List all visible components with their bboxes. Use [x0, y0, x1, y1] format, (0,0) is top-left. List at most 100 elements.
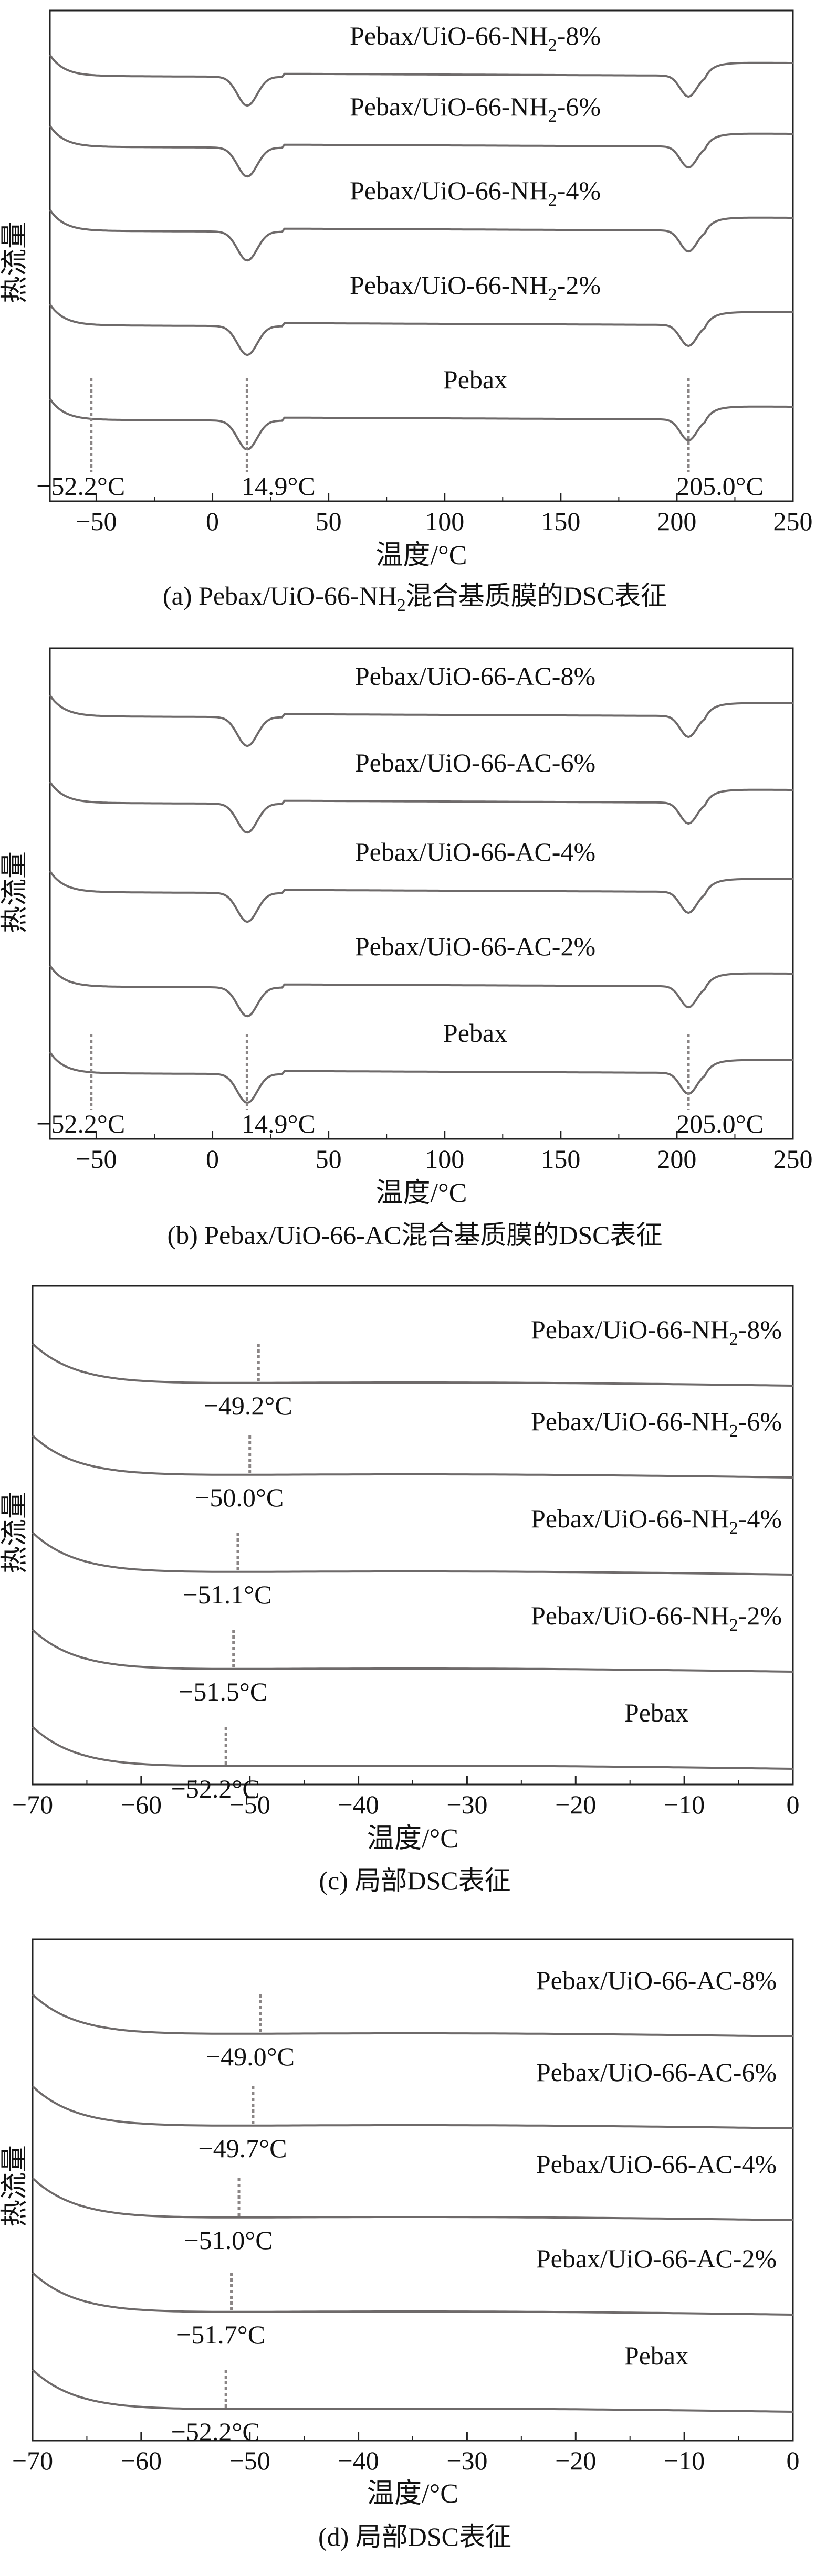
dsc-curve [32, 2369, 793, 2413]
series-label-sub: 2 [548, 107, 557, 126]
series-label: Pebax/UiO-66-AC-2% [355, 932, 595, 961]
series-label: Pebax/UiO-66-AC-6% [536, 2057, 777, 2087]
tg-label: −49.7°C [198, 2134, 287, 2163]
series-label: Pebax/UiO-66-NH2-6% [350, 92, 601, 126]
series-label-main: Pebax/UiO-66-NH [531, 1601, 729, 1630]
series-label-main: Pebax/UiO-66-AC-6% [355, 748, 595, 777]
panel-caption: (c) 局部DSC表征 [319, 1866, 510, 1895]
x-tick-label: −60 [121, 2446, 162, 2475]
series-label: Pebax/UiO-66-AC-8% [355, 661, 595, 691]
panel-caption: (b) Pebax/UiO-66-AC混合基质膜的DSC表征 [167, 1220, 662, 1250]
tg-label: −52.2°C [171, 2417, 260, 2446]
caption-main: (c) 局部DSC表征 [319, 1866, 510, 1895]
x-tick-label: 50 [316, 1144, 342, 1174]
series-label-main: Pebax/UiO-66-NH [350, 176, 548, 205]
series-label-main: Pebax [624, 1698, 688, 1727]
series-label-tail: -8% [557, 21, 601, 50]
x-tick-label: 150 [541, 1144, 580, 1174]
tg-label: −51.0°C [184, 2225, 273, 2255]
x-tick-label: 50 [316, 506, 342, 536]
tg-label: −51.1°C [183, 1580, 271, 1609]
caption-tail: 混合基质膜的DSC表征 [406, 581, 667, 610]
dsc-curve [32, 1629, 793, 1673]
series-label-sub: 2 [548, 191, 557, 210]
tg-label: −49.2°C [204, 1391, 292, 1420]
series-label: Pebax/UiO-66-AC-4% [536, 2149, 777, 2179]
tg-label: −50.0°C [195, 1483, 284, 1512]
series-label-main: Pebax [443, 365, 507, 394]
x-tick-label: −40 [338, 1790, 379, 1819]
series-label: Pebax/UiO-66-NH2-8% [531, 1315, 782, 1349]
tg-label: −52.2°C [171, 1774, 260, 1803]
series-label: Pebax/UiO-66-NH2-2% [531, 1601, 782, 1635]
transition-label: 14.9°C [242, 1109, 316, 1138]
x-tick-label: −40 [338, 2446, 379, 2475]
caption-sub: 2 [397, 596, 406, 615]
series-label-main: Pebax/UiO-66-NH [350, 21, 548, 50]
series-label-tail: -8% [738, 1315, 782, 1344]
dsc-curve [49, 398, 793, 451]
x-tick-label: 0 [787, 2446, 800, 2475]
dsc-curve [49, 125, 793, 178]
x-tick-label: 150 [541, 506, 580, 536]
tg-label: −49.0°C [206, 2042, 295, 2071]
series-label: Pebax [443, 365, 507, 394]
series-label-sub: 2 [548, 36, 557, 55]
x-axis-title: 温度/°C [367, 2479, 458, 2509]
tg-label: −51.7°C [176, 2320, 265, 2349]
series-label-main: Pebax/UiO-66-NH [350, 92, 548, 121]
dsc-curve [49, 965, 793, 1018]
series-label: Pebax [443, 1018, 507, 1048]
dsc-curve [32, 1343, 793, 1387]
x-axis-title: 温度/°C [376, 1178, 467, 1208]
series-label-sub: 2 [548, 285, 557, 304]
y-axis-title: 热流量 [0, 221, 30, 303]
dsc-curve [49, 781, 793, 834]
series-label-main: Pebax/UiO-66-AC-8% [536, 1966, 777, 1995]
series-label-main: Pebax/UiO-66-AC-8% [355, 661, 595, 691]
x-axis-title: 温度/°C [376, 541, 467, 571]
dsc-curve [32, 1726, 793, 1770]
x-axis-title: 温度/°C [367, 1824, 458, 1854]
series-label: Pebax/UiO-66-NH2-6% [531, 1407, 782, 1441]
x-tick-label: −30 [446, 2446, 487, 2475]
transition-label: 14.9°C [242, 471, 316, 501]
series-label-main: Pebax/UiO-66-AC-4% [536, 2149, 777, 2179]
tg-label: −51.5°C [179, 1677, 267, 1706]
series-label: Pebax/UiO-66-AC-4% [355, 837, 595, 867]
series-label-tail: -6% [738, 1407, 782, 1436]
series-label: Pebax/UiO-66-NH2-8% [350, 21, 601, 55]
series-label-sub: 2 [729, 1616, 738, 1635]
series-label: Pebax/UiO-66-AC-6% [355, 748, 595, 777]
x-tick-label: 250 [773, 506, 813, 536]
series-label-main: Pebax [443, 1018, 507, 1048]
plot-frame [49, 9, 794, 502]
series-label-main: Pebax/UiO-66-AC-2% [355, 932, 595, 961]
dsc-curve [49, 303, 793, 356]
transition-label: 205.0°C [676, 1109, 764, 1138]
transition-label: −52.2°C [36, 1109, 125, 1138]
caption-main: (a) Pebax/UiO-66-NH [163, 581, 397, 610]
x-tick-label: −50 [229, 1790, 270, 1819]
series-label-main: Pebax/UiO-66-NH [531, 1407, 729, 1436]
x-tick-label: 200 [657, 1144, 696, 1174]
series-label: Pebax/UiO-66-AC-8% [536, 1966, 777, 1995]
dsc-curve [49, 209, 793, 262]
dsc-curve [49, 1051, 793, 1104]
dsc-curve [32, 2177, 793, 2221]
series-label-main: Pebax/UiO-66-NH [531, 1504, 729, 1533]
x-tick-label: −50 [229, 2446, 270, 2475]
caption-main: (b) Pebax/UiO-66-AC混合基质膜的DSC表征 [167, 1220, 662, 1250]
plot-frame [49, 647, 794, 1140]
x-tick-label: −70 [12, 1790, 53, 1819]
x-tick-label: −20 [555, 1790, 596, 1819]
x-tick-label: −20 [555, 2446, 596, 2475]
series-label: Pebax [624, 1698, 688, 1727]
dsc-curve [49, 54, 793, 107]
series-label-sub: 2 [729, 1421, 738, 1441]
transition-label: 205.0°C [676, 471, 764, 501]
dsc-curve [32, 1532, 793, 1576]
dsc-curve [49, 870, 793, 923]
x-tick-label: −50 [76, 1144, 117, 1174]
